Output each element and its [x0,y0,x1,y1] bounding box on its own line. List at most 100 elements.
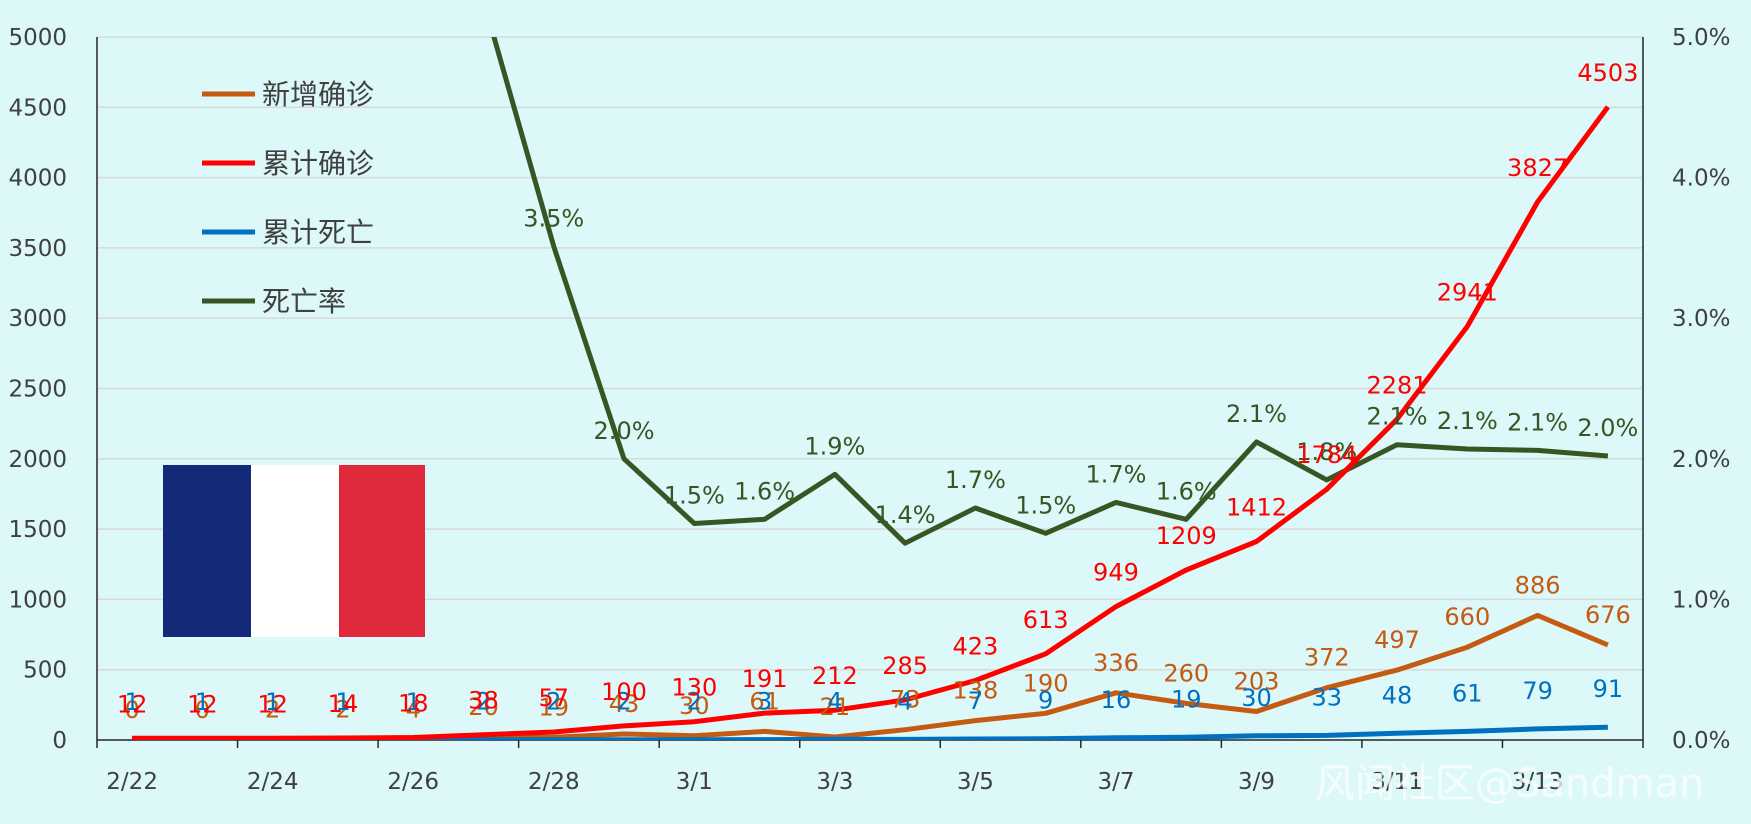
data-label: 4 [827,687,842,715]
x-tick-label: 3/11 [1371,769,1423,795]
series-line-3 [491,37,1609,546]
data-label: 1.8% [1296,438,1357,466]
y-left-tick-label: 1000 [8,587,67,613]
x-tick-label: 2/24 [247,769,299,795]
data-label: 0 [124,696,139,724]
x-tick-label: 3/9 [1238,769,1275,795]
x-tick-label: 3/1 [676,769,713,795]
data-label: 2 [546,688,561,716]
data-label: 613 [1023,606,1069,634]
data-label: 43 [609,690,640,718]
y-right-tick-label: 4.0% [1672,166,1730,192]
data-label: 3.5% [523,204,584,232]
x-tick-label: 2/22 [106,769,158,795]
data-label: 2281 [1367,371,1428,399]
data-label: 1.5% [664,481,725,509]
data-label: 1 [335,688,350,716]
data-label: 1209 [1156,522,1217,550]
data-label: 2 [476,688,491,716]
flag-red-stripe [339,465,425,637]
watermark: 风闻社区@Sandman [1315,761,1704,807]
data-label: 4 [897,687,912,715]
data-label: 12 [187,690,218,718]
data-label: 1.6% [734,477,795,505]
data-label: 138 [953,677,999,705]
data-label: 1.7% [1085,460,1146,488]
data-label: 2 [616,688,631,716]
data-label: 2.0% [1577,414,1638,442]
data-label: 130 [671,674,717,702]
data-label: 1 [265,688,280,716]
data-label: 30 [1241,684,1272,712]
data-label: 203 [1234,667,1280,695]
x-tick-label: 3/7 [1097,769,1134,795]
data-label: 949 [1093,559,1139,587]
data-label: 1 [406,688,421,716]
data-label: 260 [1163,659,1209,687]
data-label: 14 [328,690,359,718]
data-label: 57 [538,684,569,712]
data-label: 12 [257,690,288,718]
y-left-tick-label: 4500 [8,95,67,121]
series-layer [132,37,1610,740]
y-left-tick-label: 2500 [8,377,67,403]
legend-label: 累计死亡 [262,216,374,249]
data-label: 2941 [1437,278,1498,306]
data-label: 73 [890,686,921,714]
data-label: 1.5% [1015,491,1076,519]
series-line-1 [132,105,1610,740]
data-label: 2.1% [1507,408,1568,436]
data-label: 1 [195,688,210,716]
data-label: 2 [335,696,350,724]
data-label: 61 [1452,679,1483,707]
data-label: 79 [1522,677,1553,705]
data-label: 12 [117,690,148,718]
legend-label: 新增确诊 [262,78,374,111]
y-right-tick-label: 5.0% [1672,25,1730,51]
data-label: 16 [1101,686,1132,714]
legend-label: 累计确诊 [262,147,374,180]
data-label: 100 [601,678,647,706]
data-label: 91 [1593,675,1624,703]
y-right-tick-label: 3.0% [1672,306,1730,332]
data-label: 4503 [1577,59,1638,87]
data-label: 285 [882,652,928,680]
data-label: 1.4% [875,501,936,529]
flag-blue-stripe [163,465,251,637]
data-label: 4 [406,695,421,723]
data-label: 423 [953,633,999,661]
data-label: 19 [1171,685,1202,713]
data-label: 33 [1311,683,1342,711]
x-tick-label: 3/5 [957,769,994,795]
y-left-tick-label: 3500 [8,236,67,262]
data-label: 886 [1515,571,1561,599]
y-left-tick-label: 500 [23,658,67,684]
x-tick-label: 2/26 [387,769,439,795]
y-left-tick-label: 1500 [8,517,67,543]
data-label: 1 [124,688,139,716]
data-label: 21 [820,693,851,721]
data-label: 497 [1374,626,1420,654]
france-flag-image [163,465,425,637]
x-tick-label: 2/28 [528,769,580,795]
data-label: 1784 [1296,441,1357,469]
data-label: 1.6% [1156,477,1217,505]
data-label: 191 [742,665,788,693]
y-right-tick-label: 2.0% [1672,447,1730,473]
data-label: 2 [265,696,280,724]
data-label: 18 [398,689,429,717]
data-label: 660 [1444,603,1490,631]
data-label: 48 [1382,681,1413,709]
data-label: 38 [468,687,499,715]
data-label: 1.9% [804,432,865,460]
data-label: 372 [1304,644,1350,672]
x-tick-label: 3/3 [816,769,853,795]
data-label: 1.7% [945,466,1006,494]
data-label: 61 [749,687,780,715]
flag-white-stripe [251,465,339,637]
data-label: 336 [1093,649,1139,677]
y-left-tick-label: 2000 [8,447,67,473]
